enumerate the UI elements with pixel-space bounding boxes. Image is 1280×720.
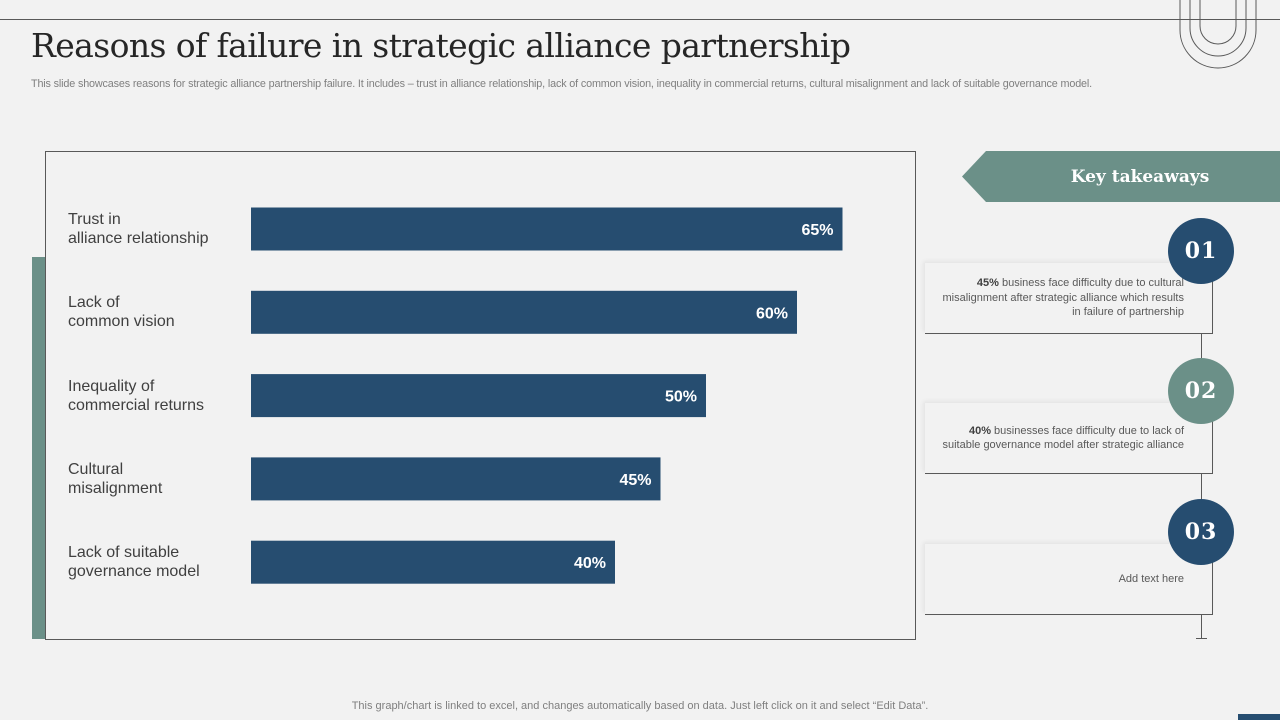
takeaway-number-1: 01 bbox=[1168, 218, 1234, 284]
category-label-5: Lack of suitable governance model bbox=[68, 544, 200, 581]
corner-accent bbox=[1238, 714, 1280, 720]
takeaway-number-3: 03 bbox=[1168, 499, 1234, 565]
bar-3[interactable] bbox=[251, 374, 706, 418]
header-rule bbox=[0, 19, 1280, 20]
bar-chart-plot: 65% 60% 50% 45% 40% bbox=[251, 207, 843, 584]
takeaway-highlight-1: 45% bbox=[976, 277, 999, 290]
takeaway-card-2[interactable]: 40% businesses face difficulty due to la… bbox=[925, 403, 1213, 474]
category-label-4: Cultural misalignment bbox=[68, 460, 163, 497]
takeaway-text-2: 40% businesses face difficulty due to la… bbox=[942, 424, 1184, 452]
takeaway-card-3[interactable]: Add text here bbox=[925, 544, 1213, 615]
category-label-2: Lack of common vision bbox=[68, 294, 175, 331]
bar-value-label-5: 40% bbox=[574, 555, 606, 572]
bar-5[interactable] bbox=[251, 540, 615, 584]
bar-1[interactable] bbox=[251, 207, 843, 251]
takeaway-card-1[interactable]: 45% business face difficulty due to cult… bbox=[925, 263, 1213, 334]
decorative-arch-icon bbox=[1179, 0, 1257, 69]
chart-accent-bar bbox=[32, 257, 45, 639]
takeaway-number-2: 02 bbox=[1168, 358, 1234, 424]
bar-value-label-3: 50% bbox=[665, 389, 697, 406]
category-label-1: Trust in alliance relationship bbox=[68, 211, 209, 247]
page-title: Reasons of failure in strategic alliance… bbox=[31, 26, 851, 65]
key-takeaways-banner bbox=[962, 151, 1280, 202]
category-label-3: Inequality of commercial returns bbox=[68, 377, 205, 414]
bar-value-label-1: 65% bbox=[801, 222, 833, 239]
page-subtitle: This slide showcases reasons for strateg… bbox=[31, 78, 1093, 90]
bar-2[interactable] bbox=[251, 290, 797, 334]
bar-value-label-2: 60% bbox=[756, 305, 788, 322]
takeaway-text-1: 45% business face difficulty due to cult… bbox=[942, 277, 1185, 319]
bar-chart[interactable]: 65% 60% 50% 45% 40% Trust in alliance relatio… bbox=[45, 151, 916, 640]
takeaway-highlight-2: 40% bbox=[968, 424, 991, 437]
bar-4[interactable] bbox=[251, 457, 661, 501]
footer-note: This graph/chart is linked to excel, and… bbox=[351, 700, 929, 712]
bar-value-label-4: 45% bbox=[619, 472, 651, 489]
key-takeaways-title: Key takeaways bbox=[1070, 167, 1210, 187]
timeline-end-tick bbox=[1196, 638, 1207, 639]
takeaway-text-3: Add text here bbox=[1118, 572, 1184, 585]
